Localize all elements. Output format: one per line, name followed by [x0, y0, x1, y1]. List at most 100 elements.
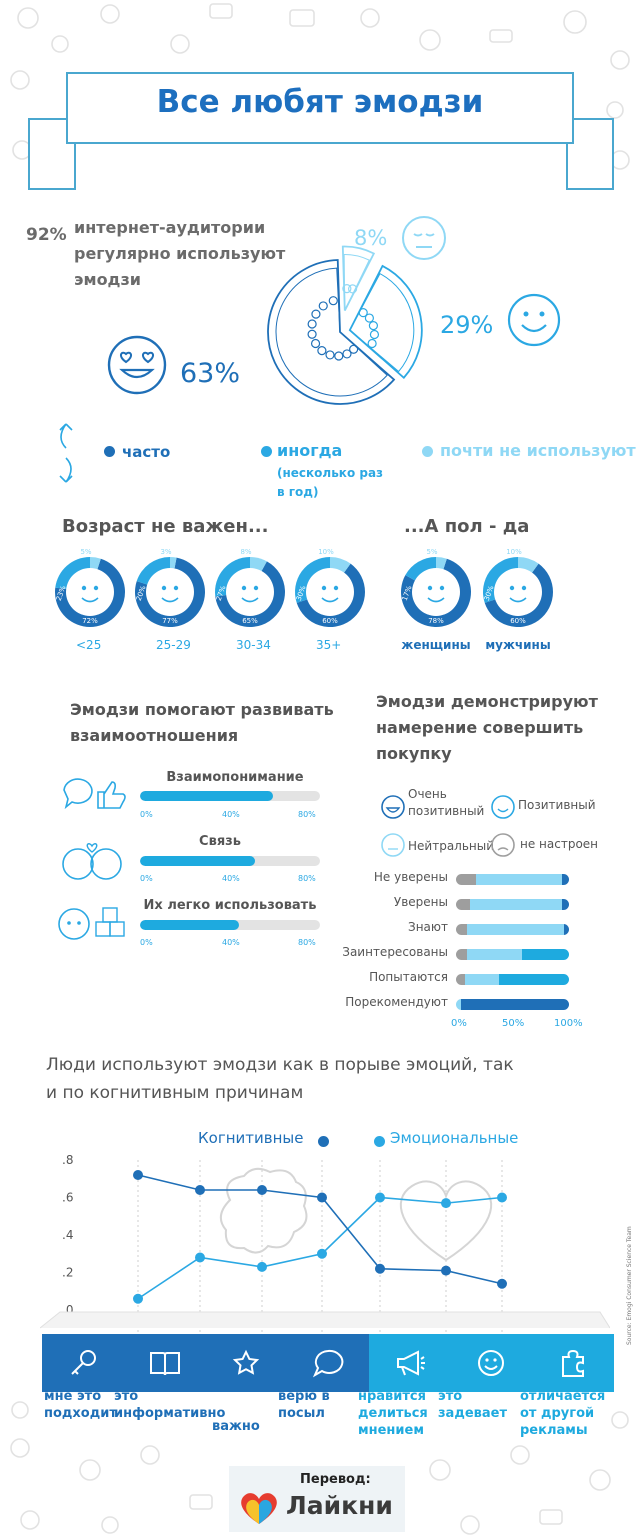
donut-group-label: 25-29: [156, 638, 191, 652]
emotional-point: [257, 1261, 267, 1272]
donut-hole-age-2: [226, 568, 274, 616]
heart-eyes-face-icon: [107, 335, 167, 395]
donut-label-rarely: 8%: [240, 548, 251, 556]
category-cell-believe: [287, 1334, 369, 1392]
donut-face-eye: [241, 585, 247, 591]
purchase-row-seg-1-1: [469, 899, 563, 910]
donut-face-eye: [173, 585, 179, 591]
relations-tick-0c: 0%: [140, 938, 153, 947]
donut-face-mouth: [161, 597, 179, 603]
category-caption-line: рекламы: [520, 1423, 588, 1438]
purchase-row-label-4: Попытаются: [369, 970, 448, 984]
pie-topping: [325, 350, 335, 360]
pie-topping: [358, 308, 368, 318]
relations-tick-1a: 40%: [222, 810, 240, 819]
donut-face-eye: [509, 585, 515, 591]
category-caption-line: делиться: [358, 1406, 428, 1421]
legend-emotional: Эмоциональные: [390, 1129, 519, 1147]
donut-face-eye: [321, 585, 327, 591]
line-chart: .8 .6 .4 .2 .0: [40, 1153, 610, 1334]
book-icon: [149, 1352, 180, 1376]
pie-topping: [342, 284, 352, 294]
relations-bar-0: [140, 791, 320, 801]
purchase-row-seg-3-2: [521, 949, 569, 960]
purchase-row-label-3: Заинтересованы: [342, 945, 448, 959]
purchase-row-label-5: Порекомендуют: [345, 995, 448, 1009]
pie-topping: [317, 346, 327, 356]
key-icon: [71, 1350, 96, 1375]
star-icon: [233, 1349, 260, 1375]
donut-charts: 72%23%5%<2577%20%3%25-2965%27%8%30-3460%…: [55, 548, 553, 652]
donut-label-often: 72%: [82, 617, 98, 625]
category-caption-3: верю в посыл: [278, 1388, 330, 1422]
emotional-point: [375, 1192, 385, 1203]
page-title: Все любят эмодзи: [156, 84, 484, 120]
purchase-row-seg-3-1: [467, 949, 522, 960]
y-tick-label: .2: [62, 1266, 73, 1280]
donut-group-label: мужчины: [485, 638, 550, 652]
gender-title: ...А пол - да: [404, 516, 530, 537]
purchase-row-bar-2: [456, 924, 569, 935]
legend-cognitive: Когнитивные: [198, 1129, 304, 1147]
category-caption-6: отличается от другой рекламы: [520, 1388, 605, 1439]
category-cell-informative: [123, 1334, 206, 1392]
purchase-row-bar-0: [456, 874, 569, 885]
purchase-legend-neutral: Нейтральный: [408, 839, 495, 853]
donut-hole-age-1: [146, 568, 194, 616]
purchase-title-2: намерение совершить: [376, 718, 584, 737]
purchase-row-seg-4-0: [456, 974, 466, 985]
donut-face-mouth: [81, 597, 99, 603]
category-caption-line: информативно: [114, 1406, 226, 1421]
category-caption-2: важно: [212, 1418, 260, 1435]
category-caption-line: от другой: [520, 1406, 595, 1421]
relations-tick-2a: 80%: [298, 810, 316, 819]
category-cell-different: [532, 1334, 615, 1392]
donut-label-rarely: 10%: [506, 548, 522, 556]
category-cell-fit: [42, 1334, 124, 1392]
translation-label: Перевод:: [300, 1472, 371, 1487]
y-tick-label: .4: [62, 1228, 73, 1242]
relations-tick-1b: 40%: [222, 874, 240, 883]
legend-dot-sometimes: [261, 446, 272, 457]
ribbon-tail-right: [566, 118, 614, 190]
pie-topping: [342, 349, 352, 359]
chat-like-icon: [63, 778, 126, 810]
y-tick-label: .6: [62, 1191, 73, 1205]
category-cell-touches: [450, 1334, 533, 1392]
y-tick-label: .8: [62, 1153, 73, 1167]
purchase-row-label-2: Знают: [408, 920, 448, 934]
donut-hole-age-3: [306, 568, 354, 616]
purchase-row-bar-1: [456, 899, 569, 910]
cognitive-point: [317, 1192, 327, 1203]
emotional-point: [497, 1192, 507, 1203]
donut-group-label: 30-34: [236, 638, 271, 652]
emotional-point: [133, 1293, 143, 1304]
purchase-legend-very-positive-2: позитивный: [408, 804, 485, 818]
speech-bubble-icon: [312, 1349, 344, 1378]
purchase-row-seg-4-1: [465, 974, 499, 985]
pie-topping: [307, 329, 317, 339]
purchase-row-label-1: Уверены: [393, 895, 448, 909]
chart-floor: [40, 1311, 610, 1329]
pie-slice-crust-0: [275, 267, 388, 397]
pie-topping: [318, 301, 328, 311]
relations-tick-2c: 80%: [298, 938, 316, 947]
title-ribbon: [66, 72, 574, 144]
pie-topping: [311, 309, 321, 319]
lines-title-1: Люди используют эмодзи как в порыве эмоц…: [46, 1055, 514, 1075]
pie-topping: [328, 296, 338, 306]
category-caption-line: нравится: [358, 1389, 426, 1404]
category-caption-line: подходит: [44, 1406, 117, 1421]
legend-dot-often: [104, 446, 115, 457]
category-caption-line: отличается: [520, 1389, 606, 1404]
donut-group-label: женщины: [401, 638, 470, 652]
intro-text-3: эмодзи: [74, 270, 141, 289]
pie-topping: [334, 351, 344, 361]
up-down-arrows-icon: [59, 423, 73, 483]
pie-topping: [368, 321, 378, 331]
intro-text-2: регулярно используют: [74, 244, 286, 263]
purchase-row-bar-4: [456, 974, 569, 985]
intro-percent: 92%: [26, 225, 67, 245]
donut-face-eye: [161, 585, 167, 591]
purchase-row-seg-1-2: [562, 899, 569, 910]
